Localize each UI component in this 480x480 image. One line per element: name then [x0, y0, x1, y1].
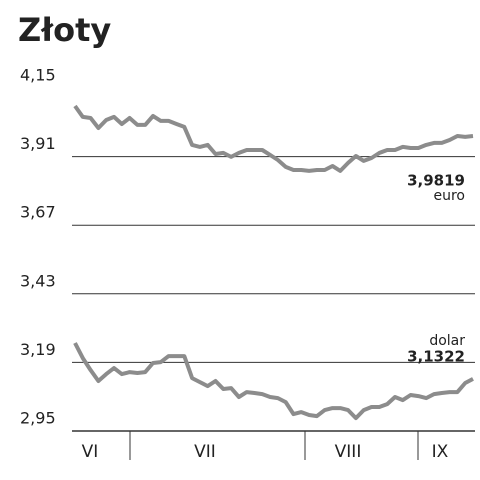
x-tick-label: VI: [82, 442, 99, 462]
y-tick-label: 3,19: [20, 340, 56, 359]
series-name: dolar: [429, 333, 465, 349]
x-tick-label: VIII: [335, 442, 362, 462]
chart-title: Złoty: [18, 11, 111, 49]
y-tick-label: 3,67: [20, 203, 56, 222]
y-tick-label: 4,15: [20, 66, 56, 85]
x-tick-label: VII: [194, 442, 216, 462]
line-series: [73, 342, 474, 421]
value-label: 3,9819: [407, 172, 465, 190]
value-label: 3,1322: [407, 347, 465, 365]
y-tick-label: 3,43: [20, 271, 56, 290]
y-tick-label: 3,91: [20, 134, 56, 153]
series-name: euro: [434, 188, 466, 204]
line-series: [73, 104, 474, 173]
x-tick-label: IX: [432, 442, 449, 462]
y-tick-label: 2,95: [20, 409, 56, 428]
